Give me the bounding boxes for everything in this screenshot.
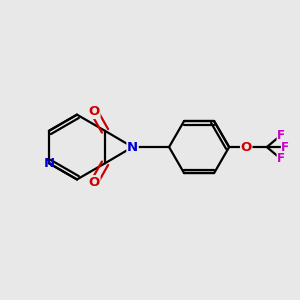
Text: O: O [89,105,100,119]
Text: O: O [241,141,252,154]
Text: F: F [277,152,285,165]
Text: N: N [127,141,138,154]
Text: F: F [277,129,285,142]
Text: F: F [281,141,289,154]
Text: N: N [44,157,55,170]
Text: O: O [89,176,100,189]
